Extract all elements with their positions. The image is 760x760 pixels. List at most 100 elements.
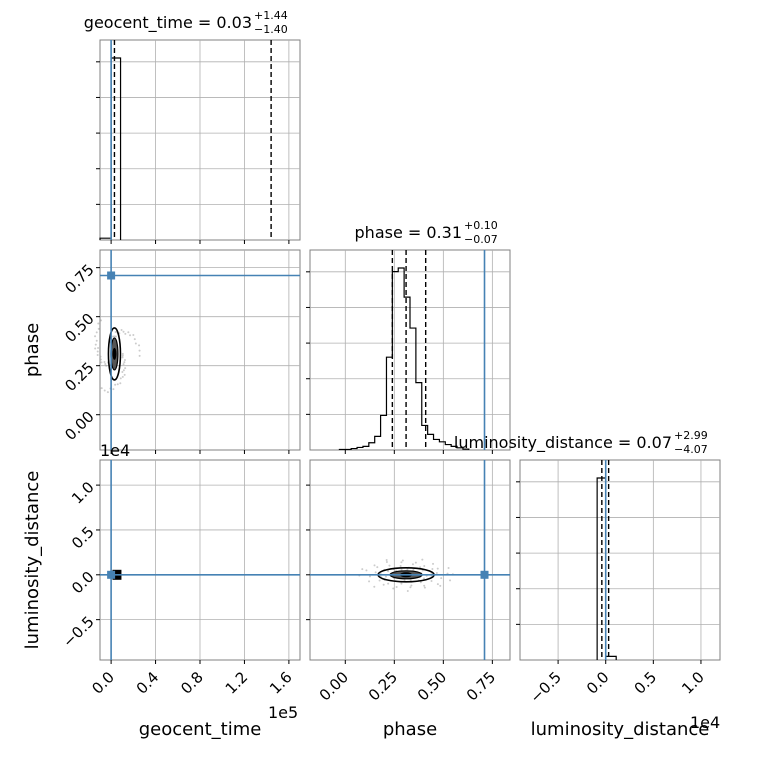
sample-point bbox=[121, 352, 124, 355]
sample-point bbox=[400, 561, 403, 564]
sample-point bbox=[122, 369, 125, 372]
sample-point bbox=[94, 335, 97, 338]
ylabel-luminosity-distance: luminosity_distance bbox=[22, 471, 43, 650]
sample-point bbox=[410, 584, 413, 587]
sample-point bbox=[103, 389, 106, 392]
sample-point bbox=[403, 579, 406, 582]
panel-phase-distance-frame bbox=[309, 459, 511, 661]
sample-point bbox=[419, 566, 422, 569]
sample-point bbox=[378, 579, 381, 582]
truth-marker bbox=[107, 271, 116, 280]
sample-point bbox=[409, 586, 412, 589]
title-luminosity_distance-plus: +2.99 bbox=[674, 429, 708, 442]
ytick-label-distance-2: 0.5 bbox=[68, 523, 98, 553]
sample-point bbox=[123, 358, 126, 361]
sample-point bbox=[94, 343, 97, 346]
sample-point bbox=[440, 577, 443, 580]
sample-point bbox=[421, 558, 424, 561]
xtick-label-luminosity_distance-1: 0.0 bbox=[583, 668, 613, 698]
sample-point bbox=[365, 569, 368, 572]
sample-point bbox=[387, 570, 390, 573]
sample-point bbox=[385, 561, 388, 564]
sample-point bbox=[97, 322, 100, 325]
sample-point bbox=[116, 383, 119, 386]
xlabel-luminosity-distance: luminosity_distance bbox=[531, 719, 710, 740]
ytick-label-distance-3: 1.0 bbox=[68, 478, 98, 508]
xtick-label-geocent_time-2: 0.8 bbox=[177, 668, 207, 698]
sample-point bbox=[385, 559, 388, 562]
sample-point bbox=[388, 564, 391, 567]
sample-point bbox=[419, 581, 422, 584]
sample-point bbox=[376, 566, 379, 569]
sample-point bbox=[436, 567, 439, 570]
sample-point bbox=[112, 335, 115, 338]
sample-point bbox=[105, 364, 108, 367]
sample-point bbox=[368, 580, 371, 583]
sample-point bbox=[121, 375, 124, 378]
sample-point bbox=[401, 559, 404, 562]
sample-point bbox=[124, 332, 127, 335]
sample-point bbox=[436, 583, 439, 586]
title-luminosity_distance-minus: −4.07 bbox=[674, 443, 708, 456]
sample-point bbox=[121, 354, 124, 357]
sample-point bbox=[382, 583, 385, 586]
sample-point bbox=[119, 377, 122, 380]
sample-point bbox=[123, 361, 126, 364]
sample-point bbox=[423, 584, 426, 587]
sample-point bbox=[123, 373, 126, 376]
sample-point bbox=[121, 356, 124, 359]
xtick-label-phase-1: 0.25 bbox=[365, 668, 401, 704]
sample-point bbox=[124, 367, 127, 370]
title-geocent_time-minus: −1.40 bbox=[254, 23, 288, 36]
sample-point bbox=[106, 391, 109, 394]
hist-phase-frame bbox=[309, 249, 511, 451]
sample-point bbox=[384, 575, 387, 578]
multiplier-distance-yaxis: 1e4 bbox=[100, 441, 130, 460]
xtick-label-luminosity_distance-3: 1.0 bbox=[678, 668, 708, 698]
sample-point bbox=[97, 347, 100, 350]
xtick-label-luminosity_distance-2: 0.5 bbox=[631, 668, 661, 698]
xtick-label-phase-0: 0.00 bbox=[316, 668, 352, 704]
sample-point bbox=[373, 564, 376, 567]
sample-point bbox=[95, 339, 98, 342]
ytick-label-phase-1: 0.25 bbox=[61, 359, 97, 395]
title-phase-plus: +0.10 bbox=[464, 219, 498, 232]
sample-point bbox=[406, 568, 409, 571]
title-luminosity_distance-main: luminosity_distance = 0.07 bbox=[454, 433, 672, 453]
sample-point bbox=[373, 585, 376, 588]
sample-point bbox=[399, 564, 402, 567]
multiplier-luminosity-distance: 1e4 bbox=[690, 713, 720, 732]
sample-point bbox=[121, 371, 124, 374]
xtick-label-luminosity_distance-0: −0.5 bbox=[526, 668, 564, 706]
sample-point bbox=[412, 569, 415, 572]
title-geocent_time-main: geocent_time = 0.03 bbox=[84, 13, 252, 33]
sample-point bbox=[114, 331, 117, 334]
hist-phase-steps bbox=[338, 267, 470, 451]
sample-point bbox=[406, 589, 409, 592]
sample-point bbox=[431, 568, 434, 571]
sample-point bbox=[395, 585, 398, 588]
sample-point bbox=[103, 360, 106, 363]
sample-point bbox=[138, 354, 141, 357]
sample-point bbox=[100, 387, 103, 390]
hist-geocent_time-steps bbox=[99, 57, 122, 240]
sample-point bbox=[423, 586, 426, 589]
sample-point bbox=[439, 584, 442, 587]
title-phase-minus: −0.07 bbox=[464, 233, 498, 246]
sample-point bbox=[430, 580, 433, 583]
sample-point bbox=[361, 568, 364, 571]
sample-point bbox=[422, 577, 425, 580]
contour-peak bbox=[112, 347, 117, 360]
sample-point bbox=[138, 349, 141, 352]
ytick-label-phase-0: 0.00 bbox=[61, 408, 97, 444]
hist-luminosity_distance-steps bbox=[596, 477, 617, 660]
sample-point bbox=[447, 567, 450, 570]
sample-point bbox=[127, 331, 130, 334]
sample-point bbox=[99, 355, 102, 358]
sample-point bbox=[409, 578, 412, 581]
sample-point bbox=[119, 382, 122, 385]
title-geocent_time-plus: +1.44 bbox=[254, 9, 288, 22]
sample-point bbox=[411, 563, 414, 566]
sample-point bbox=[96, 350, 99, 353]
